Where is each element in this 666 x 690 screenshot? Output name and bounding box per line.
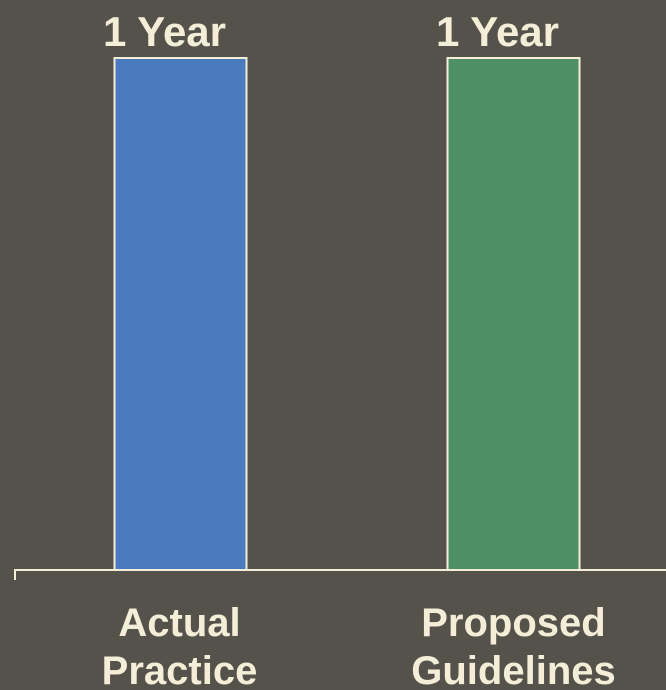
category-label-actual-line2: Practice xyxy=(102,649,258,690)
bars-group xyxy=(113,57,581,571)
category-label-proposed-line1: Proposed xyxy=(421,601,605,645)
data-label-actual-practice: 1 Year xyxy=(103,8,226,55)
category-label-proposed-line2: Guidelines xyxy=(411,649,616,690)
category-label-actual-line1: Actual xyxy=(118,601,240,645)
data-label-proposed-guidelines: 1 Year xyxy=(436,8,559,55)
bar-actual-practice xyxy=(113,57,248,571)
bar-proposed-guidelines xyxy=(446,57,581,571)
